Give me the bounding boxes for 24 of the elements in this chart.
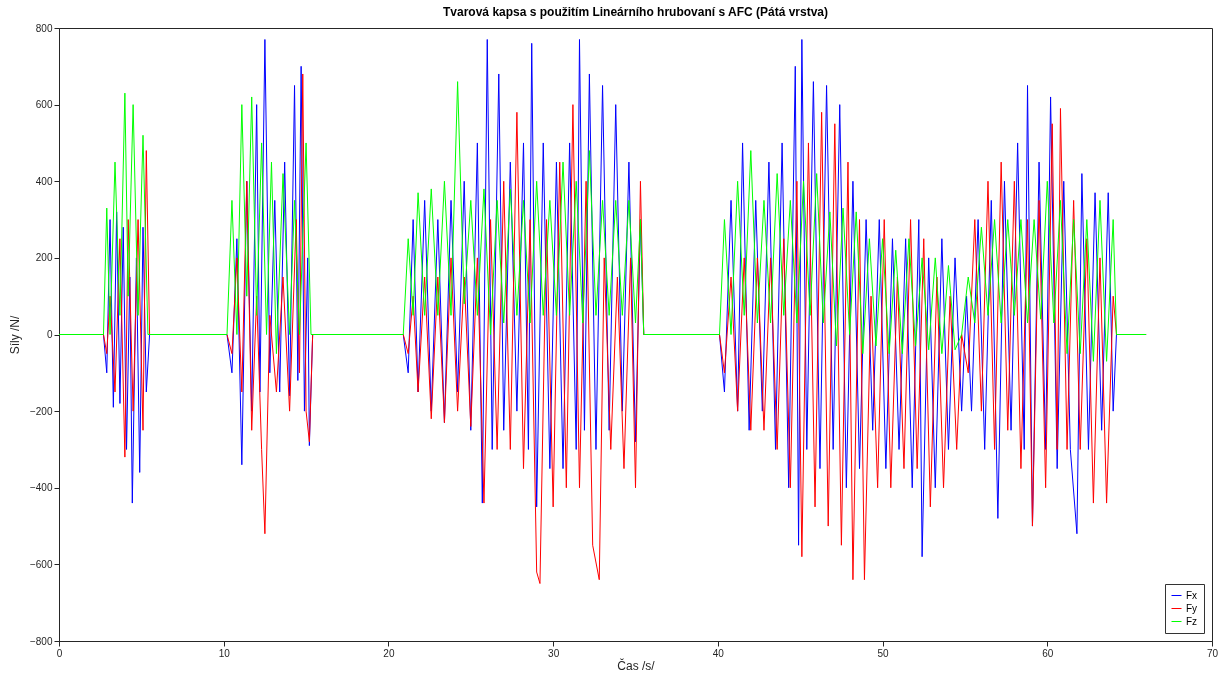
y-tick-label: 0 xyxy=(46,329,53,340)
chart-title: Tvarová kapsa s použitím Lineárního hrubovaní s AFC (Pátá vrstva) xyxy=(443,5,828,19)
x-tick-label: 40 xyxy=(712,647,725,659)
y-tick-label: −400 xyxy=(29,482,53,494)
y-tick-label: 400 xyxy=(35,175,53,187)
legend-label: Fx xyxy=(1186,589,1198,601)
line-series xyxy=(59,81,1147,362)
legend-label: Fz xyxy=(1186,615,1198,627)
x-tick-label: 0 xyxy=(56,647,63,659)
x-tick-label: 50 xyxy=(877,647,890,659)
x-tick-label: 30 xyxy=(548,647,560,659)
y-tick-label: 800 xyxy=(35,22,53,34)
y-tick-label: 600 xyxy=(35,99,53,111)
x-axis-title: Čas /s/ xyxy=(617,657,656,673)
legend-label: Fy xyxy=(1186,602,1198,614)
y-tick-label: −200 xyxy=(29,405,53,417)
x-tick-label: 10 xyxy=(218,647,231,659)
x-tick-label: 60 xyxy=(1042,647,1054,659)
x-tick-label: 70 xyxy=(1206,647,1219,659)
x-tick-label: 20 xyxy=(383,647,395,659)
y-axis-title: Síly /N/ xyxy=(7,315,22,355)
y-tick-label: −800 xyxy=(29,635,53,647)
y-tick-label: −600 xyxy=(29,558,53,570)
y-tick-label: 200 xyxy=(35,252,53,264)
